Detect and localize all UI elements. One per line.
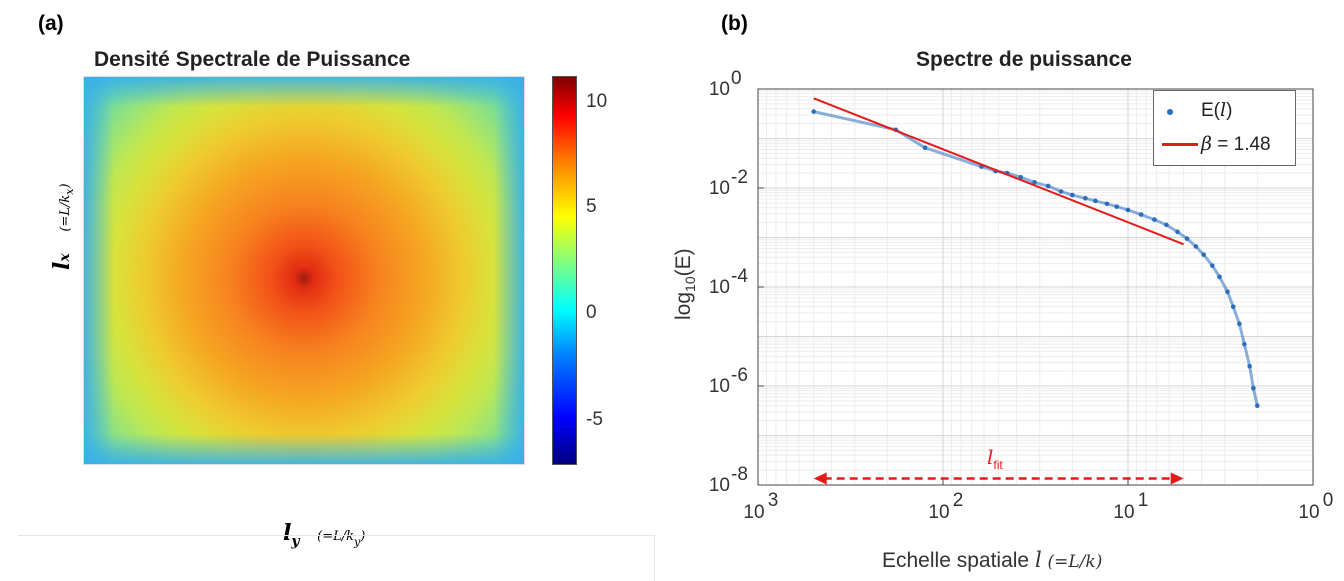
- heatmap-edge-shading: [84, 77, 524, 464]
- x-tick-label-exponent: 2: [953, 490, 964, 511]
- y-tick-label: 10: [709, 277, 730, 298]
- power-spectral-density-heatmap: [83, 76, 525, 465]
- y-tick-label-exponent: -4: [731, 266, 748, 287]
- colorbar-tick: 5: [586, 196, 597, 217]
- colorbar-tick: 10: [586, 91, 608, 112]
- legend-line-swatch: [1162, 143, 1198, 146]
- legend-label-beta: β: [1201, 133, 1212, 155]
- y-tick-label: 10: [709, 376, 730, 397]
- y-tick-label-exponent: -6: [731, 365, 748, 386]
- x-tick-label-exponent: 3: [768, 490, 779, 511]
- x-tick-label: 10: [1298, 502, 1319, 523]
- fit-line: [813, 97, 1185, 246]
- lfit-annotation: lfit: [987, 445, 1003, 472]
- legend-item-data: E(l): [1154, 97, 1295, 127]
- x-tick-label: 10: [1113, 502, 1134, 523]
- legend-item-fit: β = 1.48: [1154, 131, 1295, 161]
- panel-b-label: (b): [721, 12, 748, 35]
- colorbar: [552, 76, 577, 465]
- x-tick-label-exponent: 1: [1138, 490, 1149, 511]
- x-tick-label: 10: [928, 502, 949, 523]
- panel-a-label: (a): [38, 12, 64, 35]
- lfit-arrowhead-left: [813, 472, 827, 485]
- heatmap-title: Densité Spectrale de Puissance: [94, 48, 411, 71]
- x-tick-label-exponent: 0: [1323, 490, 1334, 511]
- heatmap-x-axis-label: ly (=L/ky): [283, 520, 366, 550]
- y-tick-label-exponent: -8: [731, 464, 748, 485]
- legend-marker-dot: [1167, 109, 1173, 115]
- panel-a-bottom-frame: [18, 535, 655, 581]
- legend-label-data: E(: [1201, 100, 1220, 121]
- y-tick-label-exponent: -2: [731, 167, 748, 188]
- colorbar-tick: 0: [586, 302, 597, 323]
- spectrum-x-axis-label: Echelle spatiale l (=L/k): [882, 548, 1103, 572]
- y-tick-label: 10: [709, 475, 730, 496]
- legend: E(l) β = 1.48: [1153, 90, 1296, 166]
- y-tick-label: 10: [709, 79, 730, 100]
- colorbar-tick: -5: [586, 409, 603, 430]
- spectrum-title: Spectre de puissance: [916, 48, 1132, 71]
- y-tick-label: 10: [709, 178, 730, 199]
- spectrum-y-axis-label: log10(E): [672, 248, 699, 320]
- x-tick-label: 10: [743, 502, 764, 523]
- data-series-trace: [813, 110, 1259, 407]
- lfit-arrowhead-right: [1170, 472, 1184, 485]
- y-tick-label-exponent: 0: [731, 68, 742, 89]
